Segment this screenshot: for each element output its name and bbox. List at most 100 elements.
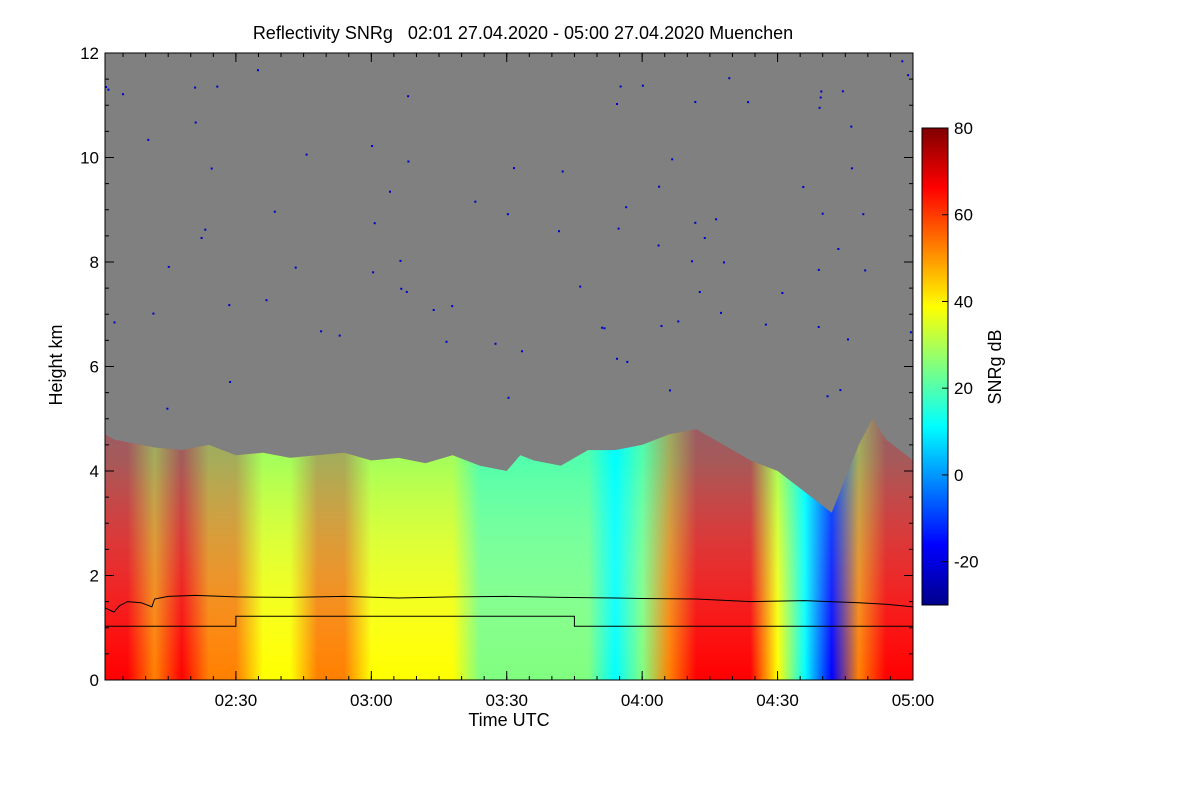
noise-speck xyxy=(660,325,663,327)
colorbar-tick-label: -20 xyxy=(954,553,979,572)
noise-speck xyxy=(107,88,110,91)
noise-speck xyxy=(694,221,697,224)
noise-speck xyxy=(558,230,560,233)
noise-speck xyxy=(907,74,910,77)
noise-speck xyxy=(603,327,606,330)
colorbar-tick-label: 80 xyxy=(954,119,973,138)
series-line-boundary-layer-lower xyxy=(105,615,913,627)
noise-speck xyxy=(909,331,912,334)
y-axis: 0 2 4 6 8 10 12 xyxy=(80,44,913,690)
noise-speck xyxy=(372,271,375,274)
y-tick-label: 12 xyxy=(80,44,99,63)
noise-speck xyxy=(616,357,618,360)
noise-speck xyxy=(389,190,391,193)
noise-speck xyxy=(204,228,207,231)
noise-speck xyxy=(494,342,497,345)
boundary-lines xyxy=(104,594,914,627)
noise-speck xyxy=(720,311,722,314)
noise-speck xyxy=(847,338,849,341)
noise-speck xyxy=(194,121,197,124)
noise-speck xyxy=(723,261,725,264)
noise-speck xyxy=(864,269,867,272)
noise-speck xyxy=(579,285,582,288)
x-tick-label: 04:00 xyxy=(621,691,664,710)
y-tick-label: 2 xyxy=(90,567,99,586)
noise-speck xyxy=(819,96,822,99)
x-tick-label: 03:00 xyxy=(350,691,393,710)
noise-speck xyxy=(821,212,824,215)
noise-speck xyxy=(820,90,823,93)
noise-speck xyxy=(818,106,821,109)
noise-speck xyxy=(265,299,268,302)
noise-speck xyxy=(113,321,116,324)
noise-speck xyxy=(616,103,618,105)
series-line-boundary-layer-upper xyxy=(104,594,914,613)
noise-speck xyxy=(273,210,276,213)
y-tick-label: 6 xyxy=(90,358,99,377)
noise-speck xyxy=(601,326,604,329)
noise-speck xyxy=(210,167,213,170)
noise-speck xyxy=(617,227,620,230)
noise-speck xyxy=(715,218,718,221)
colorbar-tick-label: 20 xyxy=(954,379,973,398)
colorbar-ticks: -20 0 20 40 60 80 xyxy=(942,119,979,572)
noise-speck xyxy=(152,312,155,315)
noise-speck xyxy=(826,395,829,398)
noise-speck xyxy=(371,145,374,147)
colorbar-tick-label: 60 xyxy=(954,206,973,225)
colorbar-tick-label: 0 xyxy=(954,466,963,485)
noise-speck xyxy=(862,213,865,216)
noise-speck xyxy=(850,125,853,128)
y-axis-label: Height km xyxy=(46,324,66,405)
y-tick-label: 10 xyxy=(80,149,99,168)
noise-speck xyxy=(561,170,564,173)
noise-speck xyxy=(521,350,523,353)
noise-speck xyxy=(781,292,784,294)
chart-title: Reflectivity SNRg 02:01 27.04.2020 - 05:… xyxy=(253,23,793,43)
noise-speck xyxy=(841,90,844,93)
noise-speck xyxy=(474,200,477,203)
x-axis: 02:30 03:00 03:30 04:00 04:30 05:00 xyxy=(122,53,935,710)
colorbar xyxy=(921,127,949,606)
noise-speck xyxy=(677,320,680,323)
noise-speck xyxy=(407,95,410,98)
noise-speck xyxy=(445,340,448,343)
noise-speck xyxy=(506,213,509,216)
y-tick-label: 8 xyxy=(90,253,99,272)
noise-speck xyxy=(839,389,842,392)
noise-speck xyxy=(657,244,660,247)
noise-speck xyxy=(167,265,170,268)
noise-speck xyxy=(200,237,203,239)
noise-speck xyxy=(405,290,408,293)
x-tick-label: 02:30 xyxy=(215,691,258,710)
noise-speck xyxy=(228,304,231,307)
noise-speck xyxy=(641,84,644,87)
noise-speck xyxy=(747,101,750,104)
noise-speck xyxy=(257,69,259,72)
noise-specks xyxy=(105,60,912,410)
x-tick-label: 03:30 xyxy=(485,691,528,710)
noise-speck xyxy=(432,309,435,311)
noise-speck xyxy=(802,186,805,188)
noise-speck xyxy=(147,138,150,141)
noise-speck xyxy=(694,101,697,103)
colorbar-tick-label: 40 xyxy=(954,292,973,311)
noise-speck xyxy=(901,60,904,63)
noise-speck xyxy=(122,93,124,96)
noise-speck xyxy=(166,407,169,410)
y-tick-label: 0 xyxy=(90,671,99,690)
x-tick-label: 05:00 xyxy=(892,691,935,710)
noise-speck xyxy=(698,291,701,293)
noise-speck xyxy=(764,323,767,326)
noise-speck xyxy=(399,259,402,262)
noise-speck xyxy=(817,326,820,328)
x-tick-label: 04:30 xyxy=(756,691,799,710)
noise-speck xyxy=(619,85,622,88)
noise-speck xyxy=(229,381,232,383)
noise-speck xyxy=(507,396,510,399)
noise-speck xyxy=(658,185,661,188)
noise-speck xyxy=(105,86,107,88)
noise-speck xyxy=(669,389,671,392)
noise-speck xyxy=(691,260,693,263)
